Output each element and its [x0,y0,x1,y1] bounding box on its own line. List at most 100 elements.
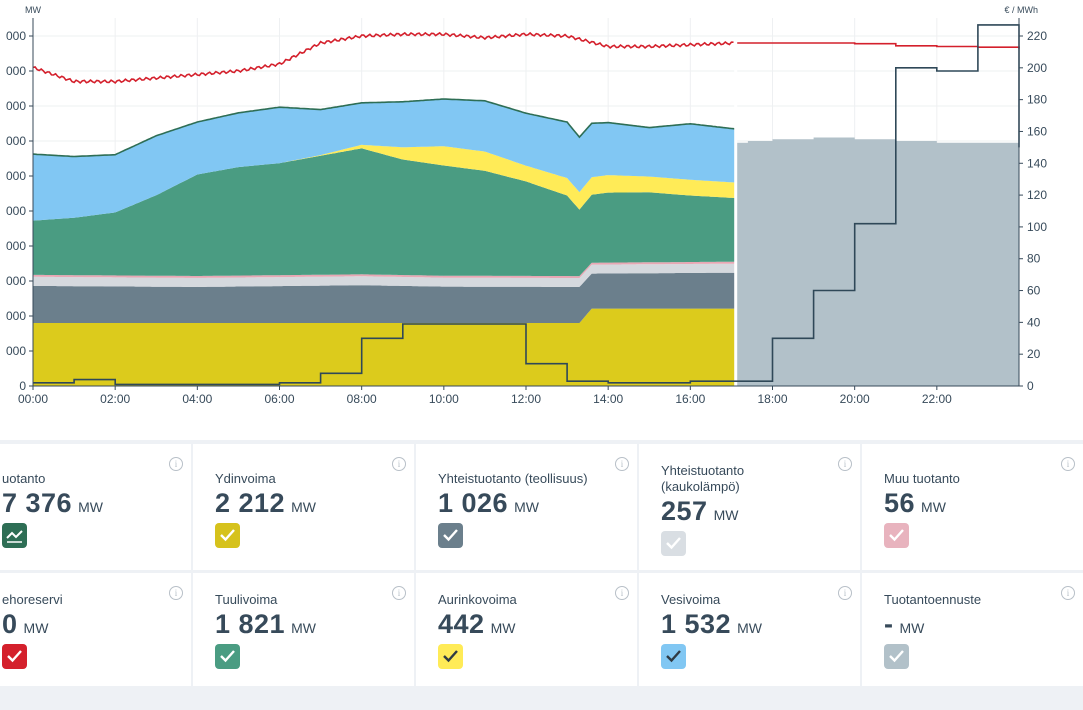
y-right-tick-label: 20 [1027,347,1041,361]
check-icon [889,529,904,542]
card-hydro: i Vesivoima 1 532 MW [639,573,860,686]
card-value: 1 821 [215,609,286,639]
series-area [33,263,735,287]
info-icon[interactable]: i [1061,457,1075,471]
x-tick-label: 22:00 [922,392,952,406]
card-title: Tuotantoennuste [884,592,982,607]
y-right-tick-label: 200 [1027,61,1047,75]
y-left-tick-label: 000 [6,239,26,253]
card-title: Tuulivoima [215,592,278,607]
y-right-tick-label: 160 [1027,124,1047,138]
card-value: 257 [661,496,708,526]
y-left-tick-label: 000 [6,309,26,323]
check-icon [220,650,235,663]
y-left-tick-label: 000 [6,134,26,148]
card-unit: MW [921,499,946,515]
card-chp-industry: i Yhteistuotanto (teollisuus) 1 026 MW [416,444,637,570]
nuclear-toggle[interactable] [215,523,240,548]
card-power-reserve: i ehoreservi 0 MW [0,573,191,686]
y-left-tick-label: 000 [6,29,26,43]
x-tick-label: 14:00 [593,392,623,406]
y-right-unit: € / MWh [1004,5,1038,15]
info-icon[interactable]: i [838,586,852,600]
y-right-tick-label: 80 [1027,252,1041,266]
card-chp-district: i Yhteistuotanto (kaukolämpö) 257 MW [639,444,860,570]
consumption-line [32,31,734,84]
info-icon[interactable]: i [615,586,629,600]
check-icon [443,529,458,542]
card-solar: i Aurinkovoima 442 MW [416,573,637,686]
check-icon [666,650,681,663]
card-title: Yhteistuotanto (kaukolämpö) [661,463,745,494]
card-title: Vesivoima [661,592,721,607]
card-unit: MW [490,620,516,636]
chp-industry-toggle[interactable] [438,523,463,548]
production-chart[interactable]: 00:00 02:00 04:00 06:00 08:00 10:00 12:00 14:00… [0,0,1083,440]
trend-icon [6,530,23,543]
card-unit: MW [291,620,316,636]
y-left-tick-label: 000 [6,274,26,288]
card-title: Yhteistuotanto (teollisuus) [438,471,588,486]
card-wind: i Tuulivoima 1 821 MW [193,573,414,686]
card-value: 442 [438,609,485,639]
y-right-tick-label: 60 [1027,284,1041,298]
trend-toggle[interactable] [2,523,27,548]
check-icon [666,537,681,550]
card-unit: MW [291,499,316,515]
card-production-forecast: i Tuotantoennuste - MW [862,573,1083,686]
info-icon[interactable]: i [392,457,406,471]
y-left-tick-label: 000 [6,99,26,113]
info-icon[interactable]: i [615,457,629,471]
x-tick-label: 10:00 [429,392,459,406]
chp-district-toggle[interactable] [661,531,686,556]
chart-svg[interactable]: 00:00 02:00 04:00 06:00 08:00 10:00 12:00 14:00… [0,0,1083,440]
card-unit: MW [23,620,49,636]
y-left-tick-label: 000 [6,204,26,218]
x-tick-label: 08:00 [347,392,377,406]
y-right-tick-label: 100 [1027,220,1047,234]
x-tick-label: 18:00 [757,392,787,406]
y-right-tick-label: 180 [1027,93,1047,107]
card-value: - [884,609,894,639]
card-value: 1 026 [438,488,509,518]
production-forecast-toggle[interactable] [884,644,909,669]
wind-toggle[interactable] [215,644,240,669]
info-icon[interactable]: i [838,457,852,471]
card-unit: MW [78,499,103,515]
x-tick-label: 12:00 [511,392,541,406]
card-title: Ydinvoima [215,471,276,486]
card-title: uotanto [2,471,46,486]
card-unit: MW [899,620,925,636]
card-unit: MW [713,507,739,523]
x-tick-label: 04:00 [182,392,212,406]
info-icon[interactable]: i [1061,586,1075,600]
hydro-toggle[interactable] [661,644,686,669]
series-area [33,261,735,278]
solar-toggle[interactable] [438,644,463,669]
series-area [33,144,735,221]
y-left-tick-label: 000 [6,169,26,183]
info-icon[interactable]: i [169,457,183,471]
price-line [33,24,1020,386]
card-unit: MW [514,499,539,515]
card-title: ehoreservi [2,592,63,607]
info-icon[interactable]: i [392,586,406,600]
card-title: Muu tuotanto [884,471,960,486]
y-right-tick-label: 220 [1027,29,1047,43]
x-tick-label: 00:00 [18,392,48,406]
y-right-tick-label: 120 [1027,188,1047,202]
card-total-production: i uotanto 7 376 MW [0,444,191,570]
card-nuclear: i Ydinvoima 2 212 MW [193,444,414,570]
y-right-tick-label: 0 [1027,379,1034,393]
x-tick-label: 16:00 [675,392,705,406]
y-right-tick-label: 140 [1027,156,1047,170]
x-tick-label: 06:00 [264,392,294,406]
series-area [33,308,735,386]
other-production-toggle[interactable] [884,523,909,548]
production-cards: i uotanto 7 376 MW i Ydinvoima 2 212 MW i … [0,440,1083,710]
card-value: 0 [2,609,18,639]
info-icon[interactable]: i [169,586,183,600]
card-title: Aurinkovoima [438,592,517,607]
power-reserve-toggle[interactable] [2,644,27,669]
card-unit: MW [737,620,762,636]
